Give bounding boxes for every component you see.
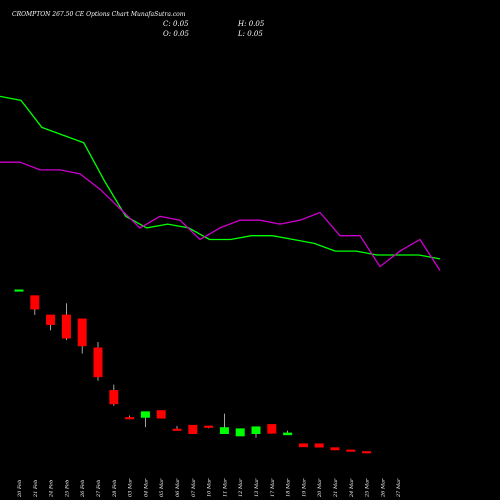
candle-body xyxy=(30,295,40,310)
x-tick-label: 19 Mar xyxy=(301,478,307,497)
ma-long-line xyxy=(0,161,441,271)
x-tick-label: 05 Mar xyxy=(159,478,165,497)
chart-title: CROMPTON 267.50 CE Options Chart MunafaS… xyxy=(12,11,186,18)
moving-averages xyxy=(0,95,441,271)
x-tick-label: 10 Mar xyxy=(207,478,213,497)
x-tick-label: 21 Feb xyxy=(33,480,39,498)
x-tick-label: 25 Feb xyxy=(64,480,70,498)
x-tick-label: 24 Mar xyxy=(349,478,355,498)
x-tick-label: 27 Mar xyxy=(396,478,402,498)
x-tick-label: 20 Mar xyxy=(317,478,323,498)
x-axis: 20 Feb 21 Feb 24 Feb 25 Feb 26 Feb 27 Feb 28 F… xyxy=(17,478,402,498)
candle-body xyxy=(346,449,356,452)
x-tick-label: 26 Feb xyxy=(80,480,86,498)
candle-body xyxy=(61,314,71,339)
candle-body xyxy=(362,451,372,454)
x-tick-label: 07 Mar xyxy=(191,478,197,497)
open-readout: O: 0.05 xyxy=(163,30,189,38)
x-tick-label: 26 Mar xyxy=(380,478,386,498)
candle-body xyxy=(219,427,229,434)
ma-short-line xyxy=(0,95,441,260)
candle-body xyxy=(46,314,56,325)
candle-body xyxy=(140,411,150,418)
candles xyxy=(14,289,372,454)
x-tick-label: 06 Mar xyxy=(175,478,181,497)
candle-body xyxy=(283,432,293,436)
candle-body xyxy=(204,425,214,428)
candle-body xyxy=(93,347,103,378)
x-tick-label: 21 Mar xyxy=(333,478,339,498)
x-tick-label: 20 Feb xyxy=(17,480,23,498)
candle-body xyxy=(298,443,308,448)
candle-body xyxy=(77,318,87,347)
x-tick-label: 12 Mar xyxy=(238,478,244,497)
x-tick-label: 28 Feb xyxy=(112,480,118,498)
candle-body xyxy=(235,428,245,437)
x-tick-label: 13 Mar xyxy=(254,478,260,497)
candle-body xyxy=(125,417,135,420)
candle-body xyxy=(109,390,119,405)
low-readout: L: 0.05 xyxy=(237,30,263,38)
candle-body xyxy=(14,289,24,292)
candle-body xyxy=(314,443,324,448)
x-tick-label: 24 Feb xyxy=(49,480,55,498)
candle-body xyxy=(330,447,340,451)
candle-body xyxy=(188,424,198,434)
high-readout: H: 0.05 xyxy=(237,20,265,28)
candle-body xyxy=(267,424,277,434)
candle-body xyxy=(251,426,261,434)
x-tick-label: 11 Mar xyxy=(222,478,228,497)
x-tick-label: 17 Mar xyxy=(270,478,276,497)
x-tick-label: 03 Mar xyxy=(128,478,134,497)
x-tick-label: 27 Feb xyxy=(96,480,102,498)
candle-body xyxy=(156,410,166,419)
close-readout: C: 0.05 xyxy=(163,20,189,28)
x-tick-label: 18 Mar xyxy=(286,478,292,497)
candle-body xyxy=(172,428,182,431)
x-tick-label: 04 Mar xyxy=(143,478,149,497)
x-tick-label: 25 Mar xyxy=(365,478,371,498)
